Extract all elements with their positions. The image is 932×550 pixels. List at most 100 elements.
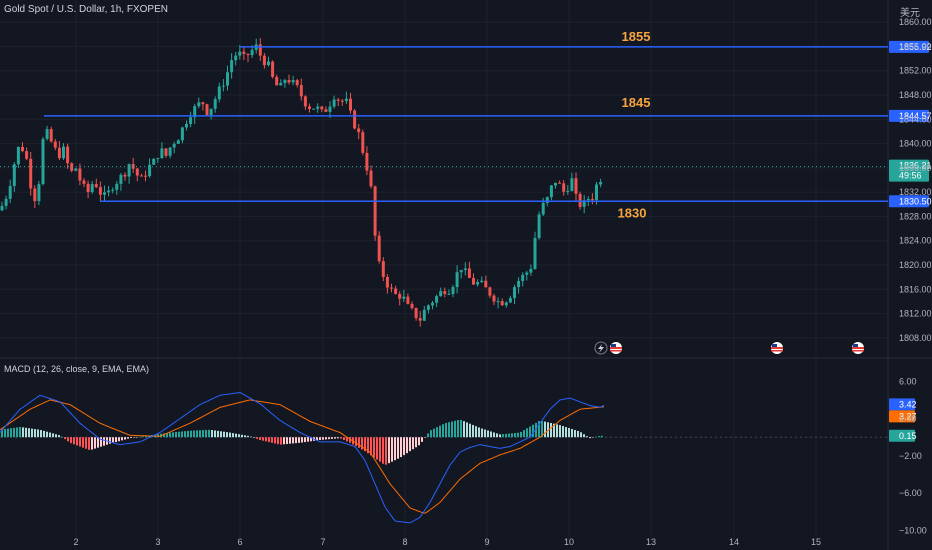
macd-histogram-bar <box>400 437 402 458</box>
macd-histogram-bar <box>541 420 543 438</box>
macd-histogram-bar <box>421 437 423 442</box>
macd-histogram-bar <box>226 432 228 438</box>
candle-body <box>590 199 594 201</box>
macd-histogram-bar <box>457 419 459 438</box>
macd-histogram-bar <box>136 437 138 438</box>
macd-histogram-bar <box>370 437 372 456</box>
candle-body <box>164 148 168 156</box>
macd-histogram-bar <box>334 437 336 439</box>
macd-histogram-bar <box>367 437 369 454</box>
macd-histogram-bar <box>28 428 30 438</box>
candle-body <box>312 108 316 110</box>
macd-histogram-bar <box>349 437 351 443</box>
candle-body <box>172 143 176 148</box>
candle-body <box>476 281 480 285</box>
candle-body <box>205 104 209 116</box>
macd-histogram-bar <box>19 426 21 438</box>
macd-value-tag <box>889 410 915 423</box>
candle-body <box>504 302 508 306</box>
macd-histogram-bar <box>448 422 450 438</box>
macd-histogram-bar <box>241 434 243 438</box>
candle-body <box>595 184 598 201</box>
macd-histogram-bar <box>187 430 189 438</box>
candle-body <box>148 164 152 177</box>
flag-stripe <box>771 350 783 352</box>
macd-histogram-bar <box>469 423 471 438</box>
macd-histogram-bar <box>322 437 324 440</box>
macd-histogram-bar <box>397 437 399 459</box>
price-tick-label: 1852.00 <box>899 66 932 76</box>
macd-histogram-bar <box>265 437 267 442</box>
macd-histogram-bar <box>121 437 123 441</box>
macd-histogram-bar <box>466 422 468 438</box>
candle-body <box>152 158 156 165</box>
candle-body <box>135 168 139 176</box>
lightning-event-icon[interactable] <box>594 341 608 355</box>
candle-body <box>328 106 332 112</box>
price-tick-label: 1816.00 <box>899 284 932 294</box>
price-tick-label: 1848.00 <box>899 90 932 100</box>
candle-body <box>262 55 266 66</box>
macd-histogram-bar <box>481 428 483 438</box>
macd-value-tag-text: 3.42 <box>899 399 917 409</box>
candle-body <box>37 184 41 202</box>
macd-histogram-bar <box>472 424 474 438</box>
macd-histogram-bar <box>433 428 435 438</box>
macd-histogram-bar <box>40 430 42 438</box>
macd-histogram-bar <box>205 429 207 438</box>
macd-histogram-bar <box>133 437 135 438</box>
candle-body <box>496 301 500 303</box>
symbol-title: Gold Spot / U.S. Dollar, 1h, FXOPEN <box>4 4 168 15</box>
candle-body <box>558 182 562 184</box>
macd-histogram-bar <box>16 427 18 438</box>
us-flag-event-icon[interactable] <box>852 342 864 354</box>
candle-body <box>168 147 172 156</box>
macd-histogram-bar <box>118 437 120 442</box>
macd-histogram-bar <box>544 421 546 438</box>
macd-histogram-bar <box>127 437 129 439</box>
macd-histogram-bar <box>130 437 132 438</box>
macd-histogram-bar <box>22 427 24 438</box>
macd-tick-label: 6.00 <box>899 376 917 386</box>
macd-tick-label: −10.00 <box>899 525 927 535</box>
candle-body <box>554 182 557 186</box>
candle-body <box>361 132 365 153</box>
candle-body <box>578 193 582 207</box>
candle-body <box>537 214 541 239</box>
level-price-tag-text: 1830.50 <box>899 196 932 206</box>
candle-body <box>525 272 529 275</box>
macd-histogram-bar <box>142 436 144 438</box>
flag-stripe <box>852 347 864 349</box>
events-group[interactable] <box>594 341 864 355</box>
macd-histogram-bar <box>94 437 96 449</box>
candle-body <box>275 76 279 86</box>
candle-body <box>271 61 275 77</box>
candle-body <box>33 188 37 202</box>
macd-histogram-bar <box>526 428 528 438</box>
macd-histogram-bar <box>145 435 147 438</box>
us-flag-event-icon[interactable] <box>771 342 783 354</box>
candle-body <box>295 80 299 86</box>
us-flag-event-icon[interactable] <box>610 342 622 354</box>
macd-tick-label: −2.00 <box>899 451 922 461</box>
macd-histogram-bar <box>67 437 69 442</box>
macd-histogram-bar <box>415 437 417 448</box>
candle-body <box>402 296 406 299</box>
macd-group: 3.42 3.27 0.15 <box>0 391 917 524</box>
candles-group <box>0 38 603 327</box>
macd-histogram-bar <box>52 433 54 438</box>
macd-histogram-bar <box>529 426 531 438</box>
macd-histogram-bar <box>514 433 516 438</box>
lightning-icon-glyph <box>598 344 604 353</box>
macd-histogram-bar <box>220 431 222 438</box>
candle-body <box>308 106 311 109</box>
candle-body <box>209 108 213 116</box>
candle-body <box>373 186 377 236</box>
candle-body <box>156 158 160 160</box>
macd-histogram-bar <box>268 437 270 443</box>
candle-body <box>213 99 217 109</box>
macd-histogram-bar <box>259 437 261 440</box>
candle-body <box>221 85 225 87</box>
candle-body <box>111 189 115 191</box>
